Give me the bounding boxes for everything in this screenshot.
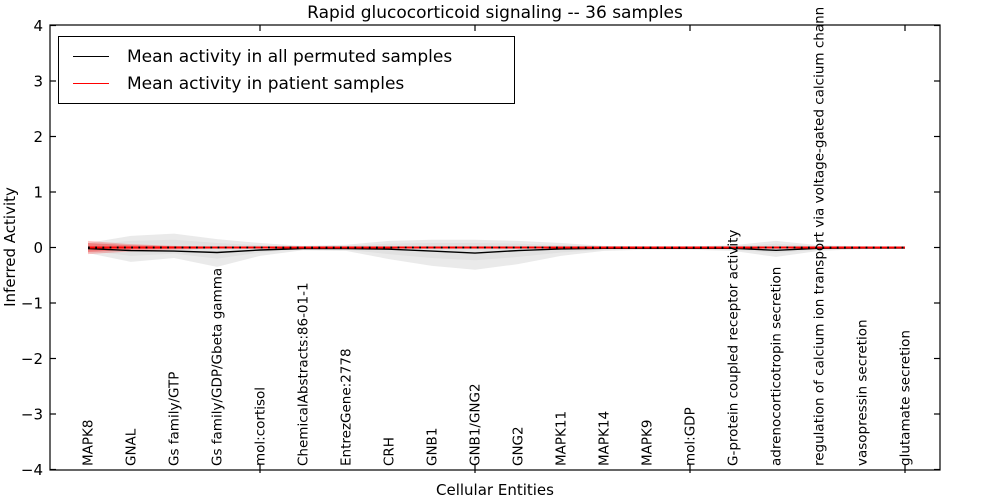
x-category-label: mol:GDP xyxy=(683,407,699,466)
legend-item-patient: Mean activity in patient samples xyxy=(73,70,504,97)
permuted-line-swatch xyxy=(73,56,109,57)
x-category-label: Gs family/GDP/Gbeta gamma xyxy=(210,268,226,466)
x-category-label: glutamate secretion xyxy=(898,330,914,466)
x-category-label: mol:cortisol xyxy=(253,387,269,466)
x-category-label: adrenocorticotropin secretion xyxy=(769,267,785,466)
x-category-label: EntrezGene:2778 xyxy=(339,348,355,466)
legend-label-patient: Mean activity in patient samples xyxy=(127,73,405,94)
x-category-label: GNB1/GNG2 xyxy=(468,383,484,466)
y-tick-label: 1 xyxy=(33,184,43,202)
x-category-label: Gs family/GTP xyxy=(167,372,183,466)
y-tick-label: 0 xyxy=(33,239,43,257)
y-tick-label: 2 xyxy=(33,128,43,146)
y-tick-label: 3 xyxy=(33,73,43,91)
permuted-band-inner xyxy=(88,239,905,261)
x-category-label: G-protein coupled receptor activity xyxy=(726,230,742,466)
x-axis-label: Cellular Entities xyxy=(436,481,554,499)
patient-line-swatch xyxy=(73,83,109,84)
x-category-label: MAPK8 xyxy=(81,420,97,466)
x-category-label: MAPK9 xyxy=(640,420,656,466)
y-tick-label: −3 xyxy=(21,406,43,424)
chart-title: Rapid glucocorticoid signaling -- 36 sam… xyxy=(307,3,683,23)
y-tick-label: −2 xyxy=(21,350,43,368)
x-category-label: ChemicalAbstracts:86-01-1 xyxy=(296,282,312,466)
x-category-label: regulation of calcium ion transport via … xyxy=(812,7,828,466)
x-category-label: MAPK14 xyxy=(597,411,613,466)
x-category-label: CRH xyxy=(382,437,398,466)
y-tick-label: −1 xyxy=(21,295,43,313)
legend: Mean activity in all permuted samples Me… xyxy=(58,36,515,104)
x-category-label: vasopressin secretion xyxy=(855,319,871,466)
x-category-label: MAPK11 xyxy=(554,411,570,466)
y-axis-label: Inferred Activity xyxy=(1,187,19,307)
legend-label-permuted: Mean activity in all permuted samples xyxy=(127,46,453,67)
y-tick-label: 4 xyxy=(33,17,43,35)
legend-item-permuted: Mean activity in all permuted samples xyxy=(73,43,504,70)
x-category-label: GNB1 xyxy=(425,428,441,466)
mean-line-permuted xyxy=(87,247,905,254)
x-category-label: GNAL xyxy=(124,428,140,466)
x-category-label: GNG2 xyxy=(511,426,527,466)
y-tick-label: −4 xyxy=(21,461,43,479)
